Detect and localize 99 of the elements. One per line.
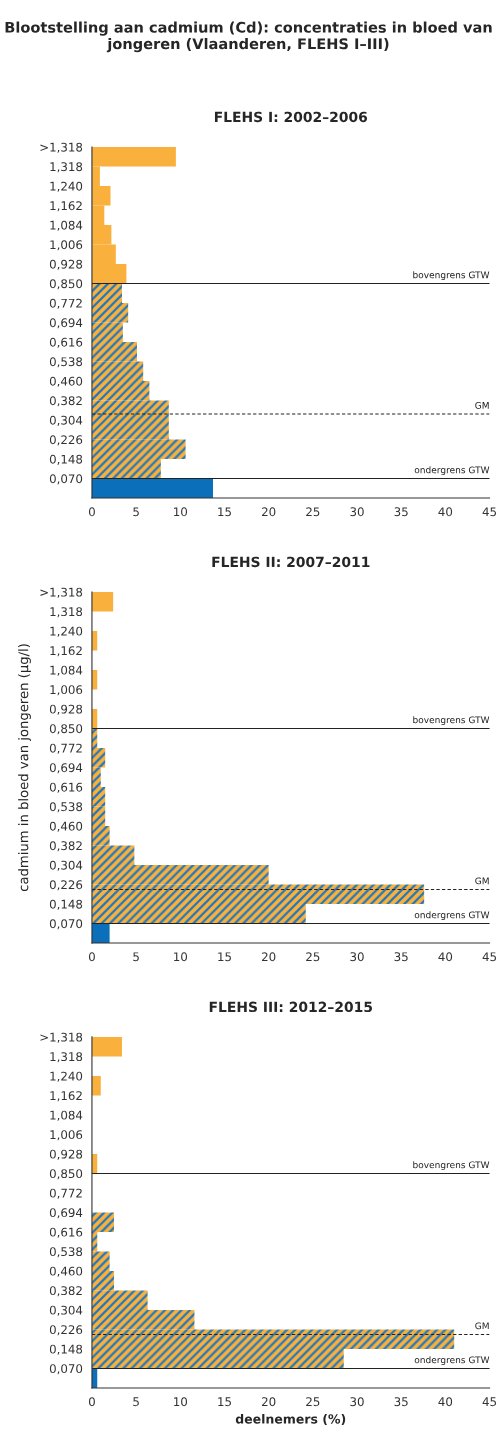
ref-line-label: bovengrens GTW	[413, 271, 490, 281]
y-tick-label: 1,006	[50, 1130, 83, 1141]
y-tick-label: 0,928	[49, 1149, 83, 1160]
y-tick-label: 1,318	[50, 1052, 83, 1063]
x-tick-label: 5	[133, 507, 139, 517]
y-tick-label: 0,304	[49, 860, 83, 871]
y-tick-label: 0,694	[49, 1208, 83, 1219]
x-tick-label: 45	[482, 952, 497, 962]
y-tick-label: >1,318	[40, 1032, 83, 1043]
x-tick-label: 0	[88, 507, 95, 517]
ref-line-label: GM	[475, 877, 489, 885]
x-tick-label: 35	[394, 507, 408, 517]
ref-line-label: ondergrens GTW	[414, 466, 490, 476]
y-tick-label: 1,084	[50, 1110, 83, 1121]
y-tick-label: 0,772	[49, 743, 82, 754]
x-axis-title: deelnemers (%)	[235, 1413, 346, 1426]
x-tick-label: 10	[174, 1397, 188, 1407]
y-tick-label: 0,304	[49, 415, 83, 426]
x-tick-label: 25	[306, 1397, 320, 1407]
y-tick-label: 1,318	[50, 162, 83, 173]
y-tick-label: 0,772	[49, 1188, 82, 1199]
y-tick-label: 0,694	[49, 318, 83, 329]
y-tick-label: 0,070	[49, 1364, 83, 1375]
chart-subtitle: FLEHS I: 2002–2006	[214, 111, 368, 123]
y-tick-label: 1,084	[50, 665, 83, 676]
ref-line-label: ondergrens GTW	[414, 911, 490, 921]
y-tick-label: 0,616	[49, 337, 83, 348]
chart-title: FLEHS III: 2012–2015	[209, 1001, 372, 1013]
y-tick-label: 0,382	[49, 1286, 82, 1297]
y-tick-label: 0,850	[49, 724, 83, 735]
y-tick-label: 1,084	[50, 220, 83, 231]
y-tick-label: 1,240	[50, 181, 83, 192]
y-tick-label: 0,460	[49, 821, 83, 832]
y-tick-label: 0,538	[49, 1247, 83, 1258]
x-tick-label: 10	[174, 952, 188, 962]
x-tick-label: 30	[350, 952, 364, 962]
y-tick-label: 1,006	[50, 240, 83, 251]
y-tick-label: 0,382	[49, 396, 82, 407]
x-tick-label: 45	[482, 1397, 497, 1407]
y-tick-label: 1,162	[50, 201, 82, 212]
y-tick-label: 0,226	[49, 1325, 83, 1336]
x-tick-label: 5	[133, 1397, 139, 1407]
y-axis-title: cadmium in bloed van jongeren (µg/l)	[18, 644, 31, 892]
y-tick-label: 0,460	[49, 376, 83, 387]
x-tick-label: 40	[438, 1397, 453, 1407]
ref-line-label: ondergrens GTW	[414, 1356, 490, 1365]
y-tick-label: 0,850	[49, 1169, 83, 1180]
x-tick-label: 20	[262, 507, 276, 517]
x-tick-label: 15	[218, 507, 231, 517]
y-tick-label: 0,070	[49, 919, 83, 930]
x-tick-label: 20	[262, 952, 276, 962]
y-tick-label: 0,538	[49, 357, 83, 368]
x-tick-label: 35	[394, 1397, 408, 1407]
y-tick-label: 0,928	[49, 704, 83, 715]
chart-title: Blootstelling aan cadmium (Cd): concentraties in bloed van jongeren (Vlaanderen, FLEHS I–III)	[5, 21, 492, 53]
y-tick-label: 0,850	[49, 279, 83, 290]
x-tick-label: 40	[438, 952, 453, 962]
y-tick-label: 0,148	[49, 1344, 83, 1355]
ref-line-label: bovengrens GTW	[413, 1161, 490, 1170]
x-tick-label: 0	[88, 952, 95, 962]
y-tick-label: 1,318	[50, 607, 83, 618]
y-tick-label: 0,460	[49, 1266, 83, 1277]
x-tick-label: 35	[394, 952, 408, 962]
y-tick-label: 0,772	[49, 298, 82, 309]
y-tick-label: 0,226	[49, 880, 83, 891]
y-tick-label: 1,240	[50, 1071, 83, 1082]
ref-line-label: GM	[475, 401, 489, 409]
ref-line-label: GM	[475, 1322, 489, 1330]
y-tick-label: 0,382	[49, 841, 82, 852]
y-tick-label: 0,304	[49, 1305, 83, 1316]
chart-title: FLEHS II: 2007–2011	[212, 556, 370, 568]
y-tick-label: 0,148	[49, 899, 83, 910]
x-tick-label: 15	[218, 952, 231, 962]
y-tick-label: 1,162	[50, 1091, 82, 1102]
x-tick-label: 15	[218, 1397, 231, 1407]
x-tick-label: 45	[482, 507, 497, 517]
y-tick-label: 1,240	[50, 626, 83, 637]
ref-line-label: bovengrens GTW	[413, 716, 490, 725]
x-tick-label: 30	[350, 1397, 364, 1407]
y-tick-label: >1,318	[40, 587, 83, 598]
x-tick-label: 20	[262, 1397, 276, 1407]
y-tick-label: 1,162	[50, 646, 82, 657]
x-tick-label: 10	[174, 507, 188, 517]
x-tick-label: 25	[306, 952, 320, 962]
x-tick-label: 5	[133, 952, 139, 962]
y-tick-label: 0,538	[49, 802, 83, 813]
y-tick-label: 0,928	[49, 259, 83, 270]
y-tick-label: 0,616	[49, 782, 83, 793]
y-tick-label: 0,616	[49, 1227, 83, 1238]
x-tick-label: 30	[350, 507, 364, 517]
y-tick-label: 1,006	[50, 685, 83, 696]
y-tick-label: 0,070	[49, 474, 83, 485]
y-tick-label: 0,694	[49, 763, 83, 774]
x-tick-label: 0	[88, 1397, 95, 1407]
y-tick-label: 0,148	[49, 454, 83, 465]
y-tick-label: 0,226	[49, 435, 83, 446]
y-tick-label: >1,318	[40, 142, 83, 153]
x-tick-label: 25	[306, 507, 320, 517]
x-tick-label: 40	[438, 507, 453, 517]
